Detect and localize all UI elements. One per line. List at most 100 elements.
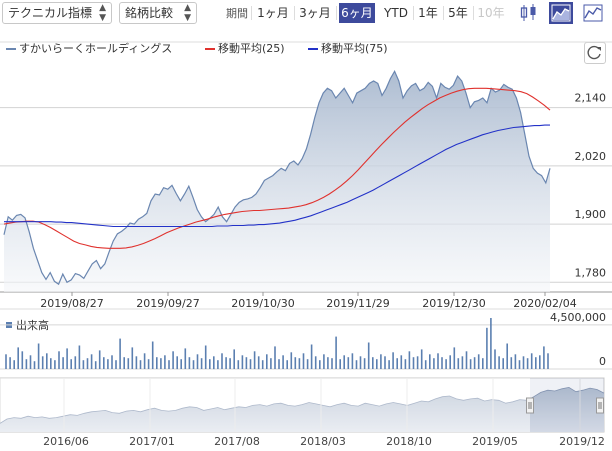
volume-bar xyxy=(209,359,211,369)
price-area-fill xyxy=(4,71,550,292)
period-6m-button[interactable]: 6ヶ月 xyxy=(339,3,375,23)
volume-bar xyxy=(143,353,146,369)
ma75-line xyxy=(4,124,550,228)
volume-bar xyxy=(363,358,366,369)
volume-bar xyxy=(286,360,288,369)
volume-bar xyxy=(139,360,142,369)
navigator-tick-label: 2016/06 xyxy=(43,435,89,448)
volume-bar xyxy=(351,353,354,369)
volume-bar xyxy=(119,338,121,369)
volume-bar xyxy=(302,353,305,369)
volume-bar xyxy=(180,359,182,369)
navigator-unselected-mask xyxy=(0,378,530,432)
volume-bar xyxy=(82,360,85,369)
volume-panel: 出来高 4,500,000 0 xyxy=(0,308,612,370)
period-3m-button[interactable]: 3ヶ月 xyxy=(299,6,331,20)
compare-select-label: 銘柄比較 xyxy=(125,6,174,20)
navigator-area xyxy=(0,387,604,432)
volume-bar xyxy=(490,318,492,369)
volume-bar xyxy=(461,356,464,370)
volume-bar xyxy=(319,360,321,369)
volume-bar xyxy=(131,347,134,369)
volume-bar xyxy=(5,354,7,369)
volume-legend-swatch xyxy=(6,322,12,328)
y-axis-labels: 2,140 2,020 1,900 1,780 xyxy=(575,92,607,280)
period-1m-button[interactable]: 1ヶ月 xyxy=(257,6,289,20)
volume-bar xyxy=(233,349,235,369)
volume-bar xyxy=(335,336,337,369)
line-chart-icon[interactable] xyxy=(581,2,605,24)
volume-bar xyxy=(522,356,525,370)
navigator-line xyxy=(0,386,605,424)
volume-bar xyxy=(482,358,484,369)
volume-bar xyxy=(453,347,456,369)
volume-bar xyxy=(58,351,60,369)
refresh-icon xyxy=(587,45,601,60)
volume-bar xyxy=(172,351,174,369)
volume-bar xyxy=(469,359,472,369)
volume-bar xyxy=(17,347,19,369)
divider xyxy=(443,6,444,20)
volume-bar xyxy=(473,357,476,369)
volume-bar xyxy=(518,360,521,369)
volume-bar xyxy=(535,357,537,369)
reset-zoom-button[interactable] xyxy=(584,42,606,64)
volume-bar xyxy=(62,357,64,369)
volume-bar xyxy=(424,360,427,369)
candlestick-icon[interactable] xyxy=(517,2,541,24)
navigator-tick-label: 2019/05 xyxy=(472,435,518,448)
volume-bar xyxy=(41,356,44,370)
volume-bar xyxy=(367,342,370,369)
divider xyxy=(413,6,414,20)
period-5y-button[interactable]: 5年 xyxy=(448,6,468,20)
volume-bar xyxy=(176,356,178,370)
volume-bar xyxy=(66,348,68,369)
volume-bar xyxy=(147,359,150,369)
legend-swatch xyxy=(308,48,318,50)
volume-bar xyxy=(54,360,56,369)
legend-swatch xyxy=(205,48,215,50)
moving-average-lines xyxy=(3,87,551,249)
volume-bar xyxy=(543,346,545,369)
legend-ma75-label: 移動平均(75) xyxy=(321,42,388,55)
volume-bar xyxy=(213,356,215,370)
volume-bar xyxy=(441,357,443,369)
indicator-select-label: テクニカル指標 xyxy=(8,6,93,20)
volume-bar xyxy=(339,359,341,369)
volume-bar xyxy=(50,358,52,369)
select-arrows-icon: ▲ ▼ xyxy=(99,3,106,23)
period-ytd-button[interactable]: YTD xyxy=(384,6,408,20)
volume-bar xyxy=(282,355,284,369)
volume-bar xyxy=(135,356,138,370)
legend-swatch xyxy=(6,48,16,50)
divider xyxy=(251,6,252,20)
volume-bar xyxy=(310,344,313,369)
indicator-select[interactable]: テクニカル指標 ▲ ▼ xyxy=(2,2,112,24)
volume-bar xyxy=(384,356,386,370)
volume-bar xyxy=(257,356,260,370)
period-1y-button[interactable]: 1年 xyxy=(418,6,438,20)
x-tick-label: 2020/02/04 xyxy=(513,297,576,310)
volume-bar xyxy=(9,357,11,369)
volume-bar xyxy=(400,355,403,369)
volume-bar xyxy=(168,360,170,369)
volume-bar xyxy=(90,354,93,369)
period-10y-button[interactable]: 10年 xyxy=(477,6,505,20)
area-chart-icon[interactable] xyxy=(549,2,573,24)
volume-bar xyxy=(184,348,187,369)
volume-bar xyxy=(314,356,317,370)
volume-bar xyxy=(107,359,109,369)
volume-bar xyxy=(78,345,81,369)
ma25-line xyxy=(3,87,551,249)
navigator-selection xyxy=(530,378,604,432)
volume-bar xyxy=(188,357,191,369)
x-tick-label: 2019/10/30 xyxy=(231,297,294,310)
y-tick-label: 2,020 xyxy=(575,150,607,163)
price-line xyxy=(3,69,551,286)
volume-bar xyxy=(327,357,329,369)
volume-bar xyxy=(261,360,264,369)
volume-bar xyxy=(502,358,504,369)
legend-price-label: すかいらーくホールディングス xyxy=(19,42,173,55)
compare-select[interactable]: 銘柄比較 ▲ ▼ xyxy=(119,2,197,24)
